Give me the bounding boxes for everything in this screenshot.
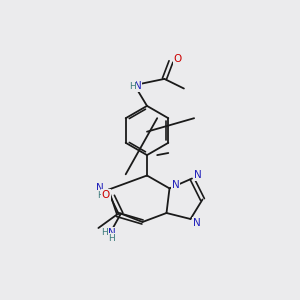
Text: O: O	[173, 54, 182, 64]
Text: H: H	[109, 234, 115, 243]
Text: O: O	[102, 190, 110, 200]
Text: N: N	[172, 180, 179, 190]
Text: N: N	[96, 183, 104, 193]
Text: H: H	[97, 190, 104, 200]
Text: N: N	[193, 218, 200, 228]
Text: H: H	[129, 82, 135, 91]
Text: H: H	[102, 228, 108, 237]
Text: N: N	[194, 170, 202, 180]
Text: N: N	[134, 81, 141, 92]
Text: N: N	[108, 227, 116, 238]
